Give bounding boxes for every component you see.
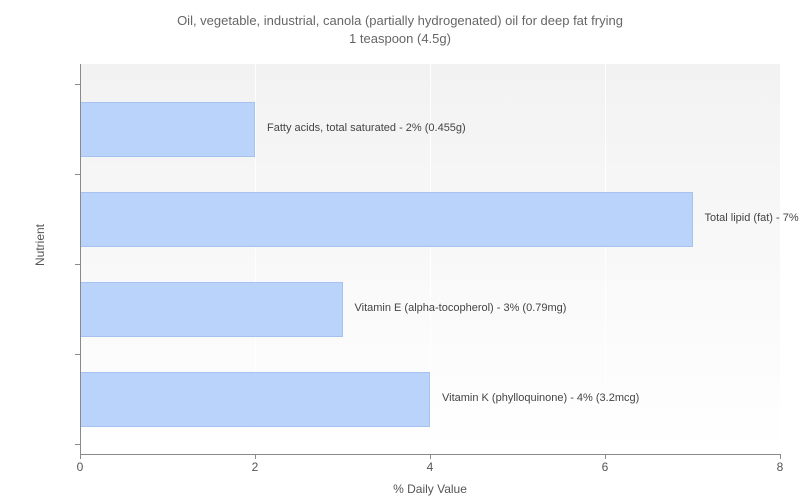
chart-area: Fatty acids, total saturated - 2% (0.455…	[60, 64, 780, 454]
nutrient-bar-label: Total lipid (fat) - 7% (4.50g)	[705, 212, 800, 224]
xtick-mark	[780, 454, 781, 459]
nutrient-bar-label: Vitamin E (alpha-tocopherol) - 3% (0.79m…	[355, 302, 567, 314]
xtick-label: 8	[777, 460, 784, 474]
nutrient-bar-label: Vitamin K (phylloquinone) - 4% (3.2mcg)	[442, 392, 639, 404]
ytick-mark	[75, 84, 80, 85]
gridline	[780, 64, 781, 454]
chart-title: Oil, vegetable, industrial, canola (part…	[0, 0, 800, 47]
ytick-mark	[75, 264, 80, 265]
xtick-label: 4	[427, 460, 434, 474]
ytick-mark	[75, 174, 80, 175]
nutrient-bar	[80, 372, 430, 427]
nutrient-bar	[80, 102, 255, 157]
xtick-mark	[430, 454, 431, 459]
x-axis-label: % Daily Value	[80, 482, 780, 496]
xtick-mark	[255, 454, 256, 459]
xtick-mark	[605, 454, 606, 459]
y-axis-label: Nutrient	[33, 224, 47, 266]
y-axis-line	[80, 64, 81, 454]
nutrient-bar-label: Fatty acids, total saturated - 2% (0.455…	[267, 122, 466, 134]
nutrient-bar	[80, 192, 693, 247]
title-line-1: Oil, vegetable, industrial, canola (part…	[0, 12, 800, 30]
xtick-label: 0	[77, 460, 84, 474]
xtick-label: 2	[252, 460, 259, 474]
ytick-mark	[75, 444, 80, 445]
title-line-2: 1 teaspoon (4.5g)	[0, 30, 800, 48]
plot-area: Fatty acids, total saturated - 2% (0.455…	[80, 64, 780, 454]
ytick-mark	[75, 354, 80, 355]
nutrient-bar	[80, 282, 343, 337]
xtick-label: 6	[602, 460, 609, 474]
xtick-mark	[80, 454, 81, 459]
